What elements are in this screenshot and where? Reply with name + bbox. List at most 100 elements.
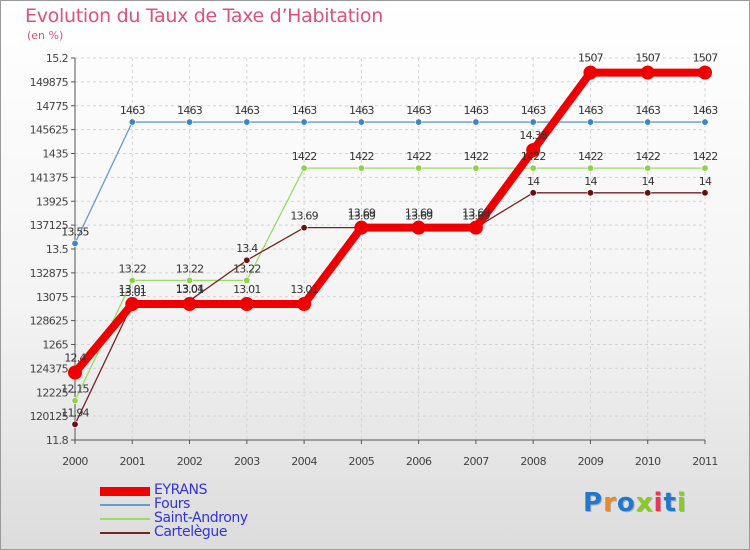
- y-tick-label: 132875: [30, 267, 69, 280]
- data-point-fours: [300, 118, 308, 126]
- y-tick-label: 12225: [36, 386, 69, 399]
- data-label-eyrans: 13.69: [405, 207, 433, 220]
- y-tick-label: 11.8: [46, 434, 69, 447]
- data-point-cartel-gue: [529, 189, 537, 197]
- series-line-saint-androny: [74, 167, 706, 402]
- data-label-saint-androny: 12.15: [61, 383, 89, 396]
- data-label-fours: 1463: [464, 104, 490, 117]
- y-tick-label: 13.5: [46, 243, 69, 256]
- data-label-saint-androny: 1422: [521, 150, 546, 163]
- data-point-saint-androny: [71, 397, 79, 405]
- x-tick-label: 2003: [234, 455, 260, 468]
- data-label-saint-androny: 1422: [349, 150, 374, 163]
- x-tick-label: 2010: [635, 455, 661, 468]
- data-label-fours: 1463: [234, 104, 260, 117]
- y-tick-label: 141375: [30, 171, 69, 184]
- data-label-cartel-gue: 13.01: [119, 286, 147, 299]
- y-tick-label: 128625: [30, 315, 69, 328]
- x-tick-label: 2002: [177, 455, 203, 468]
- legend-swatch: [100, 518, 150, 520]
- y-tick-label: 137125: [30, 219, 69, 232]
- data-point-saint-androny: [300, 164, 308, 172]
- data-point-fours: [586, 118, 594, 126]
- x-tick-label: 2006: [406, 455, 432, 468]
- data-label-eyrans: 1507: [635, 52, 661, 65]
- y-tick-label: 14775: [36, 100, 69, 113]
- data-label-cartel-gue: 14: [584, 175, 597, 188]
- data-label-saint-androny: 13.22: [176, 262, 204, 275]
- data-label-saint-androny: 13.22: [233, 262, 261, 275]
- data-label-eyrans: 13.69: [462, 207, 490, 220]
- data-label-eyrans: 13.01: [233, 283, 261, 296]
- data-label-cartel-gue: 14: [642, 175, 655, 188]
- data-point-eyrans: [640, 65, 655, 80]
- data-label-saint-androny: 1422: [635, 150, 660, 163]
- data-point-cartel-gue: [300, 224, 308, 232]
- x-tick-label: 2011: [692, 455, 718, 468]
- data-label-cartel-gue: 13.69: [348, 210, 376, 223]
- legend-swatch: [100, 504, 150, 506]
- data-label-eyrans: 14.38: [519, 129, 547, 142]
- data-point-saint-androny: [644, 164, 652, 172]
- x-tick-label: 2008: [520, 455, 546, 468]
- y-tick-label: 1265: [42, 339, 68, 352]
- data-label-eyrans: 13.01: [176, 283, 204, 296]
- legend-label: Cartelègue: [154, 524, 228, 540]
- data-point-fours: [243, 118, 251, 126]
- x-tick-label: 2001: [119, 455, 145, 468]
- data-label-cartel-gue: 13.69: [290, 210, 318, 223]
- data-label-cartel-gue: 13.4: [236, 242, 258, 255]
- data-label-fours: 1463: [693, 104, 719, 117]
- y-tick-label: 149875: [30, 76, 69, 89]
- data-label-saint-androny: 1422: [292, 150, 317, 163]
- data-label-saint-androny: 1422: [406, 150, 431, 163]
- y-tick-label: 13075: [36, 291, 69, 304]
- data-point-fours: [128, 118, 136, 126]
- data-point-eyrans: [526, 143, 541, 158]
- data-point-saint-androny: [243, 276, 251, 284]
- data-label-fours: 1463: [349, 104, 375, 117]
- data-point-saint-androny: [529, 164, 537, 172]
- data-point-fours: [529, 118, 537, 126]
- y-tick-label: 13925: [36, 195, 69, 208]
- data-point-fours: [71, 239, 79, 247]
- data-point-cartel-gue: [644, 189, 652, 197]
- data-label-saint-androny: 1422: [464, 150, 489, 163]
- data-point-fours: [701, 118, 709, 126]
- data-label-fours: 1463: [406, 104, 432, 117]
- legend-swatch: [100, 486, 150, 496]
- legend-label: Saint-Androny: [154, 510, 248, 526]
- data-label-fours: 1463: [635, 104, 661, 117]
- y-tick-label: 145625: [30, 124, 69, 137]
- data-label-fours: 1463: [292, 104, 318, 117]
- data-label-fours: 13.55: [61, 225, 89, 238]
- y-tick-label: 120125: [30, 410, 69, 423]
- data-label-saint-androny: 13.22: [119, 262, 147, 275]
- data-label-eyrans: 12.4: [64, 352, 86, 365]
- data-label-saint-androny: 1422: [578, 150, 603, 163]
- data-label-saint-androny: 1422: [693, 150, 718, 163]
- data-label-cartel-gue: 14: [527, 175, 540, 188]
- data-point-eyrans: [468, 220, 483, 235]
- data-point-eyrans: [125, 297, 140, 312]
- x-tick-label: 2007: [463, 455, 489, 468]
- data-label-eyrans: 13.01: [290, 283, 318, 296]
- x-tick-label: 2004: [291, 455, 317, 468]
- legend-label: Fours: [154, 496, 191, 512]
- data-point-saint-androny: [701, 164, 709, 172]
- y-tick-label: 1435: [42, 148, 68, 161]
- series-line-eyrans: [71, 68, 709, 377]
- data-label-cartel-gue: 13.69: [405, 210, 433, 223]
- proxiti-logo: Proxiti: [583, 488, 687, 518]
- data-point-saint-androny: [128, 276, 136, 284]
- data-label-cartel-gue: 14: [699, 175, 712, 188]
- data-point-fours: [415, 118, 423, 126]
- y-tick-label: 15.2: [46, 52, 68, 65]
- data-point-eyrans: [411, 220, 426, 235]
- data-point-saint-androny: [586, 164, 594, 172]
- data-label-eyrans: 13.69: [348, 207, 376, 220]
- data-point-saint-androny: [472, 164, 480, 172]
- data-point-eyrans: [583, 65, 598, 80]
